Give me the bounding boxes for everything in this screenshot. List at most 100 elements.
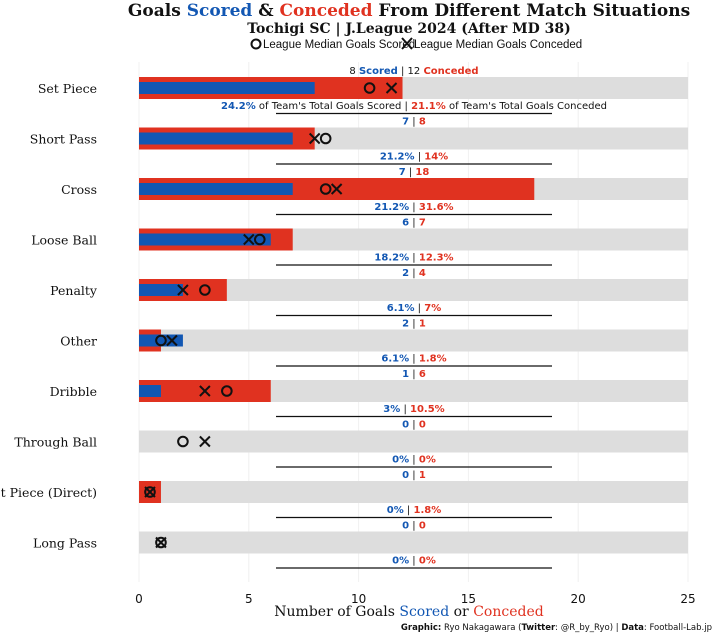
category-label: Penalty	[50, 283, 98, 298]
row-long-pass: Long Pass 0 | 0 0% | 0%	[33, 521, 688, 569]
pct-label: 18.2% | 12.3%	[374, 253, 453, 264]
count-conceded: 1	[419, 470, 426, 481]
median-scored-marker	[177, 435, 189, 448]
count-scored: 6	[402, 218, 409, 229]
count-scored: 1	[402, 369, 409, 380]
pct-scored: 0%	[392, 556, 409, 567]
count-label: 0 | 1	[402, 470, 426, 481]
count-label: 7 | 18	[399, 167, 430, 178]
pct-label: 0% | 0%	[392, 455, 436, 466]
category-label: Loose Ball	[31, 233, 97, 248]
median-conceded-marker	[166, 334, 178, 347]
pct-scored: 3%	[383, 404, 400, 415]
median-scored-marker	[155, 536, 167, 549]
median-scored-marker	[155, 334, 167, 347]
median-conceded-marker	[177, 284, 189, 296]
scored-bar	[139, 132, 293, 145]
category-label: Long Pass	[33, 536, 97, 551]
title-scored-word: Scored	[187, 1, 253, 21]
title-conceded-word: Conceded	[280, 1, 373, 21]
track-bar	[139, 279, 688, 301]
median-scored-marker	[319, 132, 332, 145]
row-through-ball: Through Ball 0 | 0 0% | 0%	[14, 420, 688, 468]
median-conceded-marker	[243, 233, 255, 246]
track-bar	[139, 329, 688, 352]
count-conceded: 8	[419, 117, 426, 128]
chart-title: Goals Scored & Conceded From Different M…	[128, 1, 690, 21]
count-scored: 0	[402, 470, 409, 481]
legend-median-scored-icon	[250, 38, 262, 50]
pct-label: 24.2% of Team's Total Goals Scored | 21.…	[221, 101, 607, 112]
count-label: 6 | 7	[402, 218, 426, 229]
count-conceded: 0	[419, 420, 426, 431]
median-scored-marker	[199, 284, 211, 296]
count-conceded: 1	[419, 319, 426, 330]
median-conceded-marker	[199, 435, 211, 448]
pct-conceded: 0%	[419, 455, 436, 466]
median-scored-marker	[319, 183, 332, 195]
median-conceded-marker	[155, 536, 167, 549]
count-scored: 7	[402, 117, 409, 128]
category-label: Set Piece	[38, 81, 97, 96]
count-scored: 0	[402, 420, 409, 431]
xlabel-conceded-word: Conceded	[473, 604, 544, 620]
scored-bar	[139, 233, 271, 246]
x-tick-label-5: 5	[245, 592, 253, 606]
median-conceded-marker	[144, 486, 156, 498]
pct-conceded: 21.1%	[411, 101, 446, 112]
category-label: Through Ball	[14, 435, 97, 450]
median-scored-marker	[253, 233, 266, 246]
count-conceded: 18	[415, 167, 429, 178]
legend-median-conceded-label: League Median Goals Conceded	[414, 39, 582, 51]
row-loose-ball: Loose Ball 6 | 7 18.2% | 12.3%	[31, 218, 688, 266]
pct-conceded: 1.8%	[413, 505, 441, 516]
pct-scored: 6.1%	[381, 354, 409, 365]
pct-conceded: 7%	[424, 303, 441, 314]
median-scored-marker	[144, 486, 156, 498]
pct-label: 21.2% | 31.6%	[374, 202, 453, 213]
x-axis-label: Number of Goals Scored or Conceded	[274, 604, 543, 620]
count-conceded: 0	[419, 521, 426, 532]
count-conceded-word: Conceded	[423, 66, 478, 77]
legend: League Median Goals Scored League Median…	[250, 37, 582, 51]
median-conceded-marker	[308, 132, 321, 145]
count-conceded: 6	[419, 369, 426, 380]
scored-bar	[139, 82, 315, 94]
row-other: Other 2 | 1 6.1% | 1.8%	[60, 319, 688, 367]
row-set-piece-direct-: Set Piece (Direct) 0 | 1 0% | 1.8%	[0, 470, 688, 519]
x-tick-label-15: 15	[461, 592, 476, 606]
count-scored-word: Scored	[359, 66, 398, 77]
count-conceded: 7	[419, 218, 426, 229]
count-label: 0 | 0	[402, 521, 426, 532]
count-scored: 2	[402, 268, 409, 279]
median-conceded-marker	[385, 82, 398, 94]
count-scored: 0	[402, 521, 409, 532]
scored-bar	[139, 334, 183, 347]
chart-subtitle: Tochigi SC | J.League 2024 (After MD 38)	[247, 21, 571, 37]
scored-bar	[139, 284, 183, 296]
xlabel-scored-word: Scored	[399, 604, 449, 620]
scored-bar	[139, 385, 161, 397]
count-scored: 8	[349, 66, 359, 77]
count-label: 8 Scored | 12 Conceded	[349, 66, 478, 77]
pct-conceded: 0%	[419, 556, 436, 567]
count-scored: 7	[399, 167, 406, 178]
row-set-piece: Set Piece 8 Scored | 12 Conceded 24.2% of …	[38, 66, 688, 115]
pct-scored: 18.2%	[374, 253, 409, 264]
pct-scored: 0%	[392, 455, 409, 466]
pct-label: 6.1% | 7%	[387, 303, 441, 314]
credits: Graphic: Ryo Nakagawara (Twitter: @R_by_…	[401, 623, 712, 633]
x-tick-label-25: 25	[680, 592, 695, 606]
legend-median-scored-label: League Median Goals Scored	[263, 39, 415, 51]
row-penalty: Penalty 2 | 4 6.1% | 7%	[50, 268, 688, 317]
scored-bar	[139, 183, 293, 195]
pct-label: 0% | 0%	[392, 556, 436, 567]
category-label: Other	[60, 334, 97, 349]
pct-label: 21.2% | 14%	[380, 152, 448, 163]
pct-conceded: 12.3%	[419, 253, 454, 264]
pct-scored: 24.2%	[221, 101, 256, 112]
x-tick-label-10: 10	[351, 592, 366, 606]
pct-conceded: 10.5%	[410, 404, 445, 415]
count-conceded: 4	[419, 268, 426, 279]
category-label: Short Pass	[30, 132, 97, 147]
